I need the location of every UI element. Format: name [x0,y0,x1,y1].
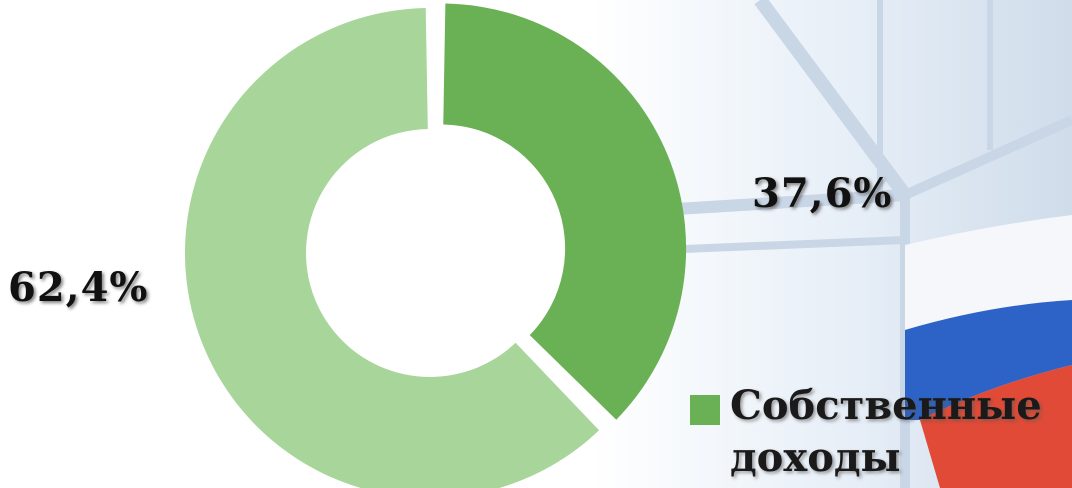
legend-swatch [690,395,720,425]
slice-label-own-revenue: 37,6% [752,170,893,217]
slice-other [185,8,600,488]
flag-decoration [905,215,1072,488]
legend-label: Собственные доходы [730,382,1042,481]
slice-own-revenue [443,3,687,420]
slice-label-other: 62,4% [8,264,149,311]
legend: Собственные доходы [690,380,1070,484]
